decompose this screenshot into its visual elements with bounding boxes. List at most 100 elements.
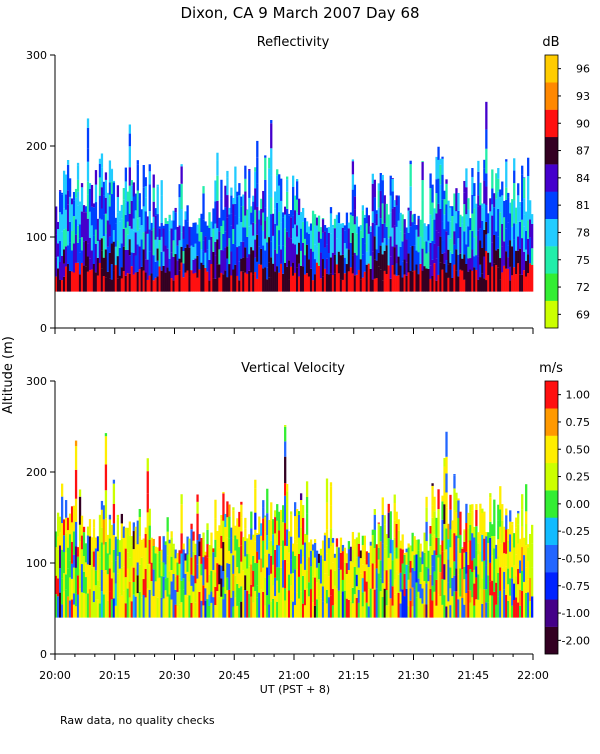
data-column xyxy=(330,234,332,258)
data-column xyxy=(77,192,79,205)
data-column xyxy=(497,573,499,597)
data-column xyxy=(65,602,67,618)
data-column xyxy=(214,500,216,519)
data-column xyxy=(266,513,268,535)
data-column xyxy=(171,531,173,537)
data-column xyxy=(296,569,298,592)
data-column xyxy=(155,240,157,262)
data-column xyxy=(141,239,143,266)
data-column xyxy=(348,228,350,249)
data-column xyxy=(192,532,194,541)
data-column xyxy=(358,227,360,244)
data-column xyxy=(71,506,73,522)
data-column xyxy=(348,549,350,570)
data-column xyxy=(493,500,495,510)
data-column xyxy=(338,212,340,223)
data-column xyxy=(292,552,294,574)
data-column xyxy=(513,566,515,584)
data-column xyxy=(284,263,286,292)
data-column xyxy=(511,199,513,227)
data-column xyxy=(266,567,268,595)
data-column xyxy=(59,241,61,262)
data-column xyxy=(202,265,204,292)
data-column xyxy=(342,280,344,292)
data-column xyxy=(109,195,111,207)
data-column xyxy=(316,599,318,617)
data-column xyxy=(238,246,240,261)
data-column xyxy=(159,578,161,591)
data-column xyxy=(288,237,290,260)
data-column xyxy=(180,581,182,602)
data-column xyxy=(264,516,266,517)
data-column xyxy=(354,594,356,617)
data-column xyxy=(326,590,328,604)
data-column xyxy=(212,208,214,228)
data-column xyxy=(354,567,356,594)
data-column xyxy=(87,128,89,149)
data-column xyxy=(109,592,111,618)
data-column xyxy=(206,250,208,272)
data-column xyxy=(109,253,111,279)
data-column xyxy=(523,555,525,582)
data-column xyxy=(200,263,202,292)
data-column xyxy=(226,537,228,563)
data-column xyxy=(175,576,177,589)
data-column xyxy=(250,564,252,584)
data-column xyxy=(246,210,248,237)
data-column xyxy=(91,225,93,250)
colorbar-tick-label: 1.00 xyxy=(566,389,591,402)
data-column xyxy=(292,276,294,292)
data-column xyxy=(491,169,493,188)
data-column xyxy=(509,267,511,280)
data-column xyxy=(169,231,171,259)
data-column xyxy=(129,167,131,185)
data-column xyxy=(180,504,182,533)
data-column xyxy=(252,196,254,202)
y-tick-label: 300 xyxy=(26,49,47,62)
data-column xyxy=(451,578,453,596)
data-column xyxy=(117,598,119,618)
data-column xyxy=(77,163,79,166)
data-column xyxy=(268,554,270,576)
data-column xyxy=(429,279,431,292)
data-column xyxy=(346,553,348,563)
data-column xyxy=(374,180,376,198)
data-column xyxy=(173,600,175,618)
data-column xyxy=(314,606,316,618)
data-column xyxy=(342,223,344,228)
data-column xyxy=(435,179,437,193)
data-column xyxy=(487,213,489,233)
data-column xyxy=(196,502,198,514)
data-column xyxy=(262,518,264,540)
data-column xyxy=(338,591,340,618)
data-column xyxy=(182,277,184,291)
data-column xyxy=(224,247,226,270)
data-column xyxy=(141,225,143,239)
data-column xyxy=(178,577,180,589)
data-column xyxy=(396,512,398,524)
data-column xyxy=(429,589,431,618)
data-column xyxy=(67,548,69,569)
data-column xyxy=(437,489,439,509)
data-column xyxy=(408,208,410,211)
data-column xyxy=(433,592,435,618)
data-column xyxy=(73,531,75,555)
data-column xyxy=(286,267,288,292)
data-column xyxy=(192,223,194,247)
data-column xyxy=(163,598,165,617)
data-column xyxy=(296,212,298,225)
data-column xyxy=(202,186,204,193)
data-column xyxy=(83,266,85,292)
data-column xyxy=(276,266,278,291)
data-column xyxy=(244,556,246,575)
data-column xyxy=(404,219,406,234)
data-column xyxy=(87,593,89,617)
data-column xyxy=(171,581,173,599)
data-column xyxy=(61,604,63,617)
data-column xyxy=(441,496,443,502)
data-column xyxy=(141,578,143,598)
data-column xyxy=(109,569,111,592)
data-column xyxy=(390,525,392,540)
data-column xyxy=(457,500,459,518)
data-column xyxy=(481,535,483,562)
